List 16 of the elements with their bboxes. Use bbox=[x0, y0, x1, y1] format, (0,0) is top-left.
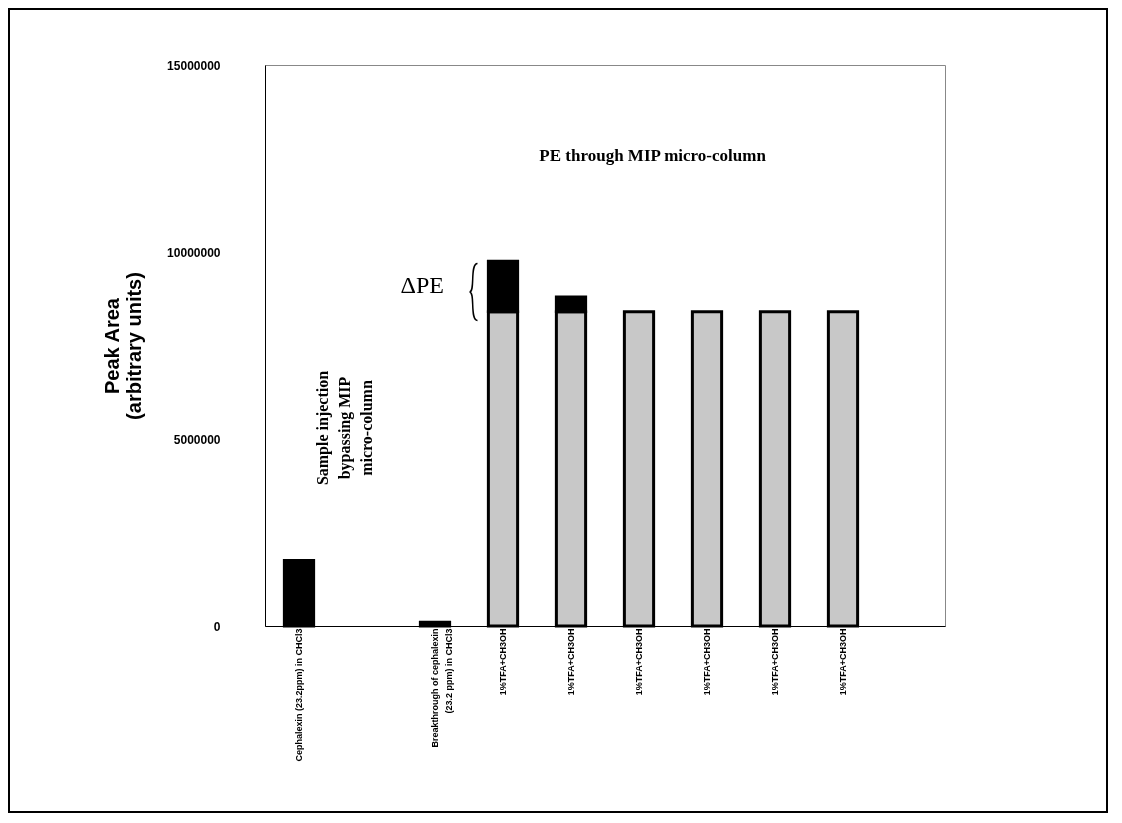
annotation: ΔPE bbox=[400, 272, 444, 298]
x-tick-label: 1%TFA+CH3OH bbox=[498, 628, 508, 696]
x-tick-label: 1%TFA+CH3OH bbox=[634, 628, 644, 696]
x-tick-label: 1%TFA+CH3OH bbox=[566, 628, 576, 696]
x-tick-label: Breakthrough of cephalexin (23.2 ppm) in CHCl3 bbox=[430, 628, 454, 748]
x-tick-label: 1%TFA+CH3OH bbox=[838, 628, 848, 696]
annotation: Sample injection bypassing MIP micro-column bbox=[314, 370, 375, 486]
x-tick-label: 1%TFA+CH3OH bbox=[770, 628, 780, 696]
y-tick-label: 15000000 bbox=[167, 58, 221, 73]
y-tick-label: 0 bbox=[213, 619, 221, 634]
annotation: PE through MIP micro-column bbox=[539, 146, 767, 165]
y-tick-label: 10000000 bbox=[167, 245, 221, 260]
x-tick-label: 1%TFA+CH3OH bbox=[702, 628, 712, 696]
y-tick-label: 5000000 bbox=[173, 432, 221, 447]
y-axis-title: Peak Area (arbitrary units) bbox=[101, 272, 146, 420]
x-tick-label: Cephalexin (23.2ppm) in CHCl3 bbox=[294, 628, 304, 762]
